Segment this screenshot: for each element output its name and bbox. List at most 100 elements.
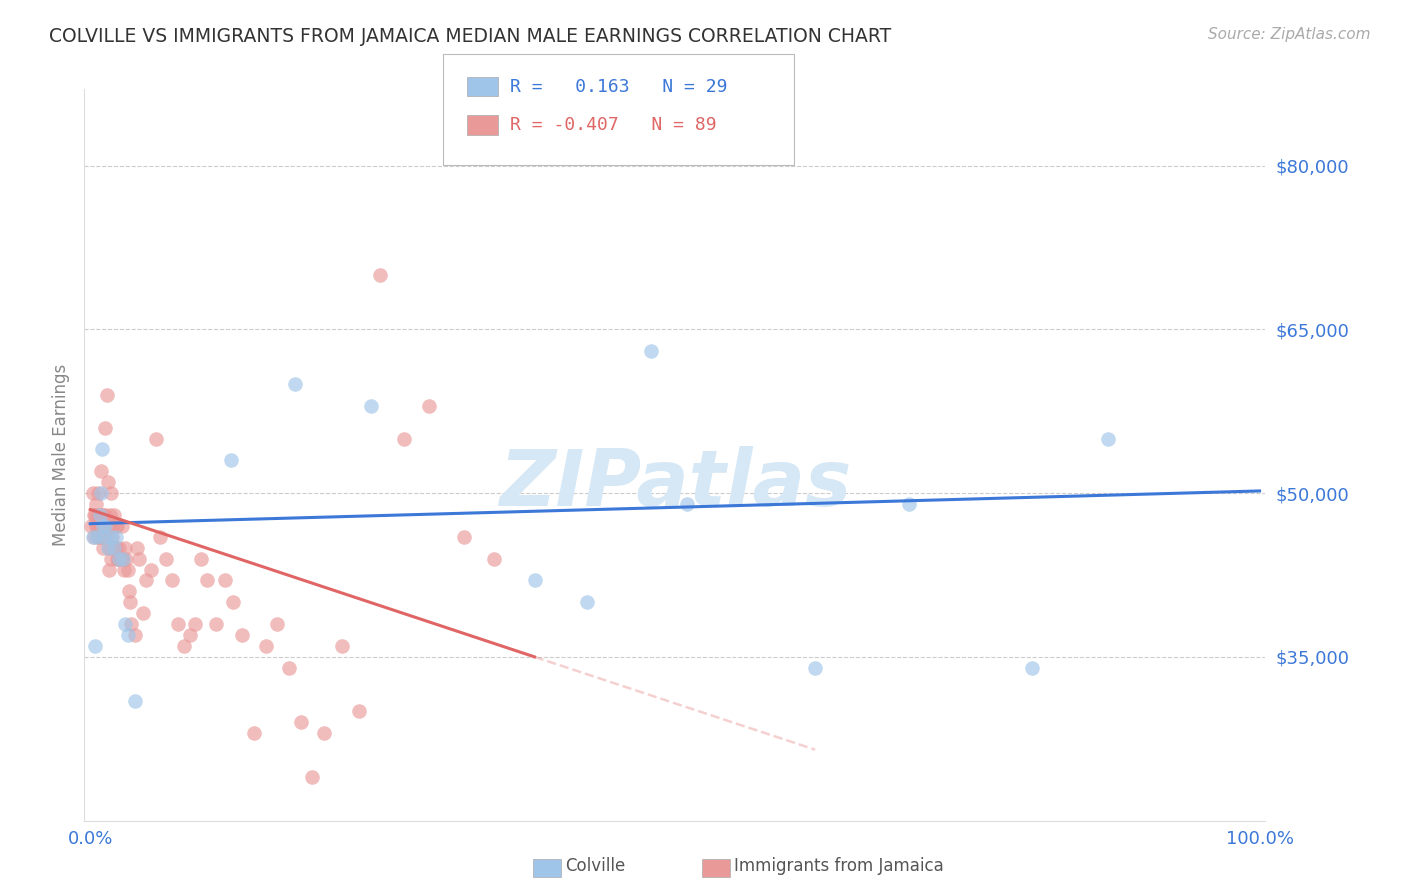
Point <box>103 541 125 555</box>
Point <box>82 486 104 500</box>
Point <box>98 508 121 522</box>
Point <box>100 486 122 500</box>
Point <box>453 530 475 544</box>
Point <box>222 595 245 609</box>
Point <box>89 519 111 533</box>
Text: COLVILLE VS IMMIGRANTS FROM JAMAICA MEDIAN MALE EARNINGS CORRELATION CHART: COLVILLE VS IMMIGRANTS FROM JAMAICA MEDI… <box>49 27 891 45</box>
Point <box>89 508 111 522</box>
Point <box>278 661 301 675</box>
Point <box>347 705 370 719</box>
Point <box>360 399 382 413</box>
Point <box>103 508 125 522</box>
Point <box>104 519 127 533</box>
Text: R = -0.407   N = 89: R = -0.407 N = 89 <box>510 116 717 134</box>
Point <box>1097 432 1119 446</box>
Point <box>312 726 335 740</box>
Point <box>219 453 242 467</box>
Point <box>108 541 131 555</box>
Point <box>804 661 827 675</box>
Point <box>243 726 266 740</box>
Point <box>523 574 546 588</box>
Point <box>254 639 277 653</box>
Point <box>90 508 112 522</box>
Point <box>160 574 183 588</box>
Point <box>101 530 124 544</box>
Point <box>100 551 122 566</box>
Point <box>90 464 112 478</box>
Point <box>392 432 415 446</box>
Point <box>97 563 120 577</box>
Point <box>117 628 139 642</box>
Point <box>90 442 112 457</box>
Point <box>97 541 120 555</box>
Point <box>90 519 112 533</box>
Point <box>103 541 125 555</box>
Point <box>284 376 307 391</box>
Point <box>96 388 118 402</box>
Text: ZIPatlas: ZIPatlas <box>499 446 851 522</box>
Point <box>100 530 122 544</box>
Text: Immigrants from Jamaica: Immigrants from Jamaica <box>734 857 943 875</box>
Point <box>184 617 207 632</box>
Point <box>132 606 155 620</box>
Point <box>117 563 139 577</box>
Point <box>87 530 110 544</box>
Point <box>97 519 120 533</box>
Point <box>91 508 114 522</box>
Point <box>190 551 212 566</box>
Point <box>205 617 228 632</box>
Point <box>104 541 127 555</box>
Point <box>368 268 391 282</box>
Point <box>87 486 110 500</box>
Point <box>135 574 157 588</box>
Text: R =   0.163   N = 29: R = 0.163 N = 29 <box>510 78 728 95</box>
Point <box>105 519 128 533</box>
Point <box>97 541 120 555</box>
Point <box>101 519 124 533</box>
Point <box>124 693 146 707</box>
Point <box>114 541 136 555</box>
Point <box>94 519 117 533</box>
Point <box>301 770 323 784</box>
Point <box>107 551 129 566</box>
Point <box>118 595 141 609</box>
Point <box>330 639 353 653</box>
Point <box>108 551 131 566</box>
Point <box>84 497 107 511</box>
Point <box>266 617 288 632</box>
Point <box>91 541 114 555</box>
Point <box>167 617 190 632</box>
Point <box>90 486 112 500</box>
Point <box>82 530 104 544</box>
Point <box>96 530 118 544</box>
Point <box>83 530 105 544</box>
Point <box>86 508 108 522</box>
Point <box>105 551 128 566</box>
Point <box>173 639 195 653</box>
Point <box>179 628 201 642</box>
Point <box>80 519 103 533</box>
Text: Colville: Colville <box>565 857 626 875</box>
Point <box>145 432 167 446</box>
Point <box>115 551 138 566</box>
Point <box>90 530 112 544</box>
Point <box>155 551 177 566</box>
Point <box>124 628 146 642</box>
Point <box>111 551 134 566</box>
Point <box>290 715 312 730</box>
Point <box>576 595 599 609</box>
Point <box>84 519 107 533</box>
Point <box>1021 661 1043 675</box>
Point <box>89 530 111 544</box>
Point <box>128 551 150 566</box>
Point <box>231 628 253 642</box>
Point <box>83 639 105 653</box>
Point <box>98 519 121 533</box>
Text: Source: ZipAtlas.com: Source: ZipAtlas.com <box>1208 27 1371 42</box>
Point <box>94 420 117 434</box>
Point <box>93 519 115 533</box>
Point <box>118 584 141 599</box>
Point <box>104 541 127 555</box>
Point <box>93 530 115 544</box>
Point <box>91 519 114 533</box>
